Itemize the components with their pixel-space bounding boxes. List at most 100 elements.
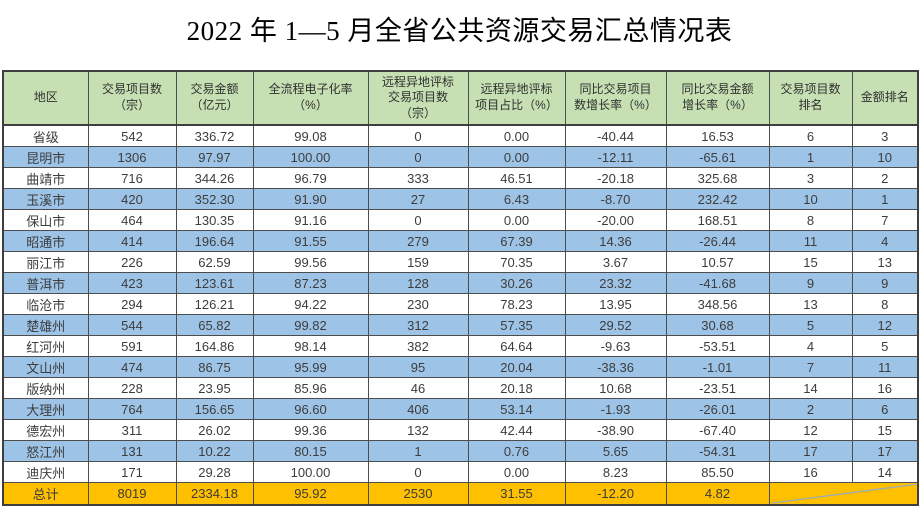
value-cell: 123.61 <box>175 272 254 294</box>
value-cell: -23.51 <box>665 377 770 399</box>
value-cell: 10 <box>851 146 919 168</box>
region-cell: 普洱市 <box>2 272 89 294</box>
value-cell: 0 <box>367 461 469 483</box>
table-row: 德宏州 311 26.02 99.36 132 42.44 -38.90 -67.40 12 15 <box>2 419 919 441</box>
value-cell: 228 <box>87 377 177 399</box>
value-cell: 91.55 <box>252 230 369 252</box>
col-header-project-count: 交易项目数 （宗） <box>87 70 177 126</box>
value-cell: 11 <box>768 230 853 252</box>
value-cell: 26.02 <box>175 419 254 441</box>
value-cell: 30.68 <box>665 314 770 336</box>
value-cell: 5.65 <box>564 440 667 462</box>
value-cell: 15 <box>851 419 919 441</box>
value-cell: 86.75 <box>175 356 254 378</box>
value-cell: 5 <box>851 335 919 357</box>
value-cell: 423 <box>87 272 177 294</box>
value-cell: -53.51 <box>665 335 770 357</box>
value-cell: 96.79 <box>252 167 369 189</box>
value-cell: 5 <box>768 314 853 336</box>
value-cell: 99.36 <box>252 419 369 441</box>
table-row: 保山市 464 130.35 91.16 0 0.00 -20.00 168.51 8 7 <box>2 209 919 231</box>
table-row: 大理州 764 156.65 96.60 406 53.14 -1.93 -26.01 2 6 <box>2 398 919 420</box>
value-cell: 3 <box>768 167 853 189</box>
region-cell: 丽江市 <box>2 251 89 273</box>
value-cell: 91.90 <box>252 188 369 210</box>
value-cell: 128 <box>367 272 469 294</box>
col-header-amount-rank: 金额排名 <box>851 70 919 126</box>
value-cell: 53.14 <box>467 398 566 420</box>
value-cell: 30.26 <box>467 272 566 294</box>
region-cell: 版纳州 <box>2 377 89 399</box>
region-cell: 楚雄州 <box>2 314 89 336</box>
value-cell: 10.57 <box>665 251 770 273</box>
value-cell: -38.90 <box>564 419 667 441</box>
value-cell: 13 <box>768 293 853 315</box>
diagonal-slash <box>770 483 918 504</box>
value-cell: 9 <box>851 272 919 294</box>
value-cell: 10.22 <box>175 440 254 462</box>
table-row: 文山州 474 86.75 95.99 95 20.04 -38.36 -1.01 7 11 <box>2 356 919 378</box>
value-cell: -20.00 <box>564 209 667 231</box>
value-cell: 130.35 <box>175 209 254 231</box>
value-cell: 70.35 <box>467 251 566 273</box>
value-cell: 15 <box>768 251 853 273</box>
value-cell: 16 <box>768 461 853 483</box>
value-cell: 312 <box>367 314 469 336</box>
value-cell: 12 <box>768 419 853 441</box>
table-row: 临沧市 294 126.21 94.22 230 78.23 13.95 348.56 13 8 <box>2 293 919 315</box>
col-header-yoy-count-growth: 同比交易项目 数增长率（%） <box>564 70 667 126</box>
value-cell: 1 <box>851 188 919 210</box>
value-cell: 0 <box>367 146 469 168</box>
value-cell: 64.64 <box>467 335 566 357</box>
total-cell: 4.82 <box>665 482 770 506</box>
value-cell: 164.86 <box>175 335 254 357</box>
region-cell: 文山州 <box>2 356 89 378</box>
value-cell: 16 <box>851 377 919 399</box>
value-cell: 20.04 <box>467 356 566 378</box>
value-cell: 14 <box>768 377 853 399</box>
value-cell: 3.67 <box>564 251 667 273</box>
value-cell: 1 <box>768 146 853 168</box>
table-row: 红河州 591 164.86 98.14 382 64.64 -9.63 -53.51 4 5 <box>2 335 919 357</box>
value-cell: 23.95 <box>175 377 254 399</box>
value-cell: 11 <box>851 356 919 378</box>
value-cell: 95 <box>367 356 469 378</box>
value-cell: 67.39 <box>467 230 566 252</box>
value-cell: 196.64 <box>175 230 254 252</box>
table-row: 迪庆州 171 29.28 100.00 0 0.00 8.23 85.50 16 14 <box>2 461 919 483</box>
value-cell: 95.99 <box>252 356 369 378</box>
value-cell: 42.44 <box>467 419 566 441</box>
value-cell: -8.70 <box>564 188 667 210</box>
value-cell: 2 <box>768 398 853 420</box>
value-cell: 1 <box>367 440 469 462</box>
region-cell: 德宏州 <box>2 419 89 441</box>
value-cell: 474 <box>87 356 177 378</box>
col-header-e-rate: 全流程电子化率 （%） <box>252 70 369 126</box>
summary-table: 地区 交易项目数 （宗） 交易金额 （亿元） 全流程电子化率 （%） 远程异地评… <box>2 70 919 506</box>
total-cell: 2334.18 <box>175 482 254 506</box>
value-cell: 294 <box>87 293 177 315</box>
region-cell: 大理州 <box>2 398 89 420</box>
col-header-count-rank: 交易项目数 排名 <box>768 70 853 126</box>
region-cell: 曲靖市 <box>2 167 89 189</box>
value-cell: 336.72 <box>175 124 254 147</box>
value-cell: 406 <box>367 398 469 420</box>
value-cell: 544 <box>87 314 177 336</box>
col-header-remote-ratio: 远程异地评标 项目占比（%） <box>467 70 566 126</box>
value-cell: -26.01 <box>665 398 770 420</box>
value-cell: 232.42 <box>665 188 770 210</box>
value-cell: 8 <box>768 209 853 231</box>
value-cell: -54.31 <box>665 440 770 462</box>
value-cell: 7 <box>768 356 853 378</box>
value-cell: -12.11 <box>564 146 667 168</box>
value-cell: 99.56 <box>252 251 369 273</box>
value-cell: 13.95 <box>564 293 667 315</box>
value-cell: 2 <box>851 167 919 189</box>
value-cell: -9.63 <box>564 335 667 357</box>
value-cell: 20.18 <box>467 377 566 399</box>
value-cell: 0 <box>367 124 469 147</box>
region-cell: 红河州 <box>2 335 89 357</box>
value-cell: 0.76 <box>467 440 566 462</box>
region-cell: 怒江州 <box>2 440 89 462</box>
value-cell: 311 <box>87 419 177 441</box>
